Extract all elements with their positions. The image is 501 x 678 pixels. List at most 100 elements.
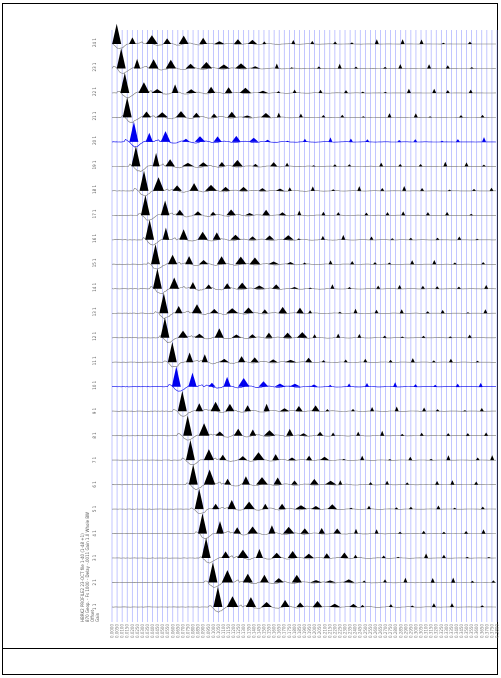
trace-noise-19 <box>347 164 352 167</box>
trace-noise-22 <box>468 89 473 93</box>
trace-lobe-2 <box>273 578 284 583</box>
trace-noise-22 <box>432 88 437 93</box>
trace-lobe-2 <box>342 579 355 583</box>
trace-noise-5 <box>452 507 457 510</box>
trace-noise-5 <box>408 506 413 510</box>
trace-noise-4 <box>481 529 486 534</box>
channel-label: 8 1 <box>92 432 97 439</box>
trace-noise-14 <box>330 284 335 289</box>
trace-lobe-6 <box>188 464 198 485</box>
trace-lobe-18 <box>189 183 199 191</box>
trace-lobe-17 <box>160 200 170 216</box>
trace-noise-22 <box>383 91 388 93</box>
trace-lobe-18 <box>221 186 231 191</box>
trace-noise-9 <box>422 407 427 412</box>
channel-label: 2 1 <box>92 579 97 586</box>
trace-lobe-6 <box>224 478 231 485</box>
trace-noise-18 <box>331 189 336 191</box>
trace-noise-10 <box>413 384 418 387</box>
trace-noise-13 <box>353 308 358 314</box>
time-tick-label: 0.1100 <box>221 624 226 638</box>
trace-noise-18 <box>310 186 315 191</box>
trace-lobe-4 <box>318 528 325 534</box>
trace-noise-10 <box>393 382 398 387</box>
trace-lobe-4 <box>247 526 258 534</box>
trace-lobe-11 <box>305 357 313 363</box>
channel-label: 5 1 <box>92 505 97 512</box>
trace-lobe-14 <box>290 287 299 289</box>
trace-lobe-20 <box>145 132 153 142</box>
trace-noise-3 <box>465 556 470 558</box>
trace-noise-6 <box>474 481 479 485</box>
trace-noise-18 <box>287 187 292 191</box>
trace-lobe-21 <box>156 112 168 118</box>
trace-lobe-23 <box>116 48 126 69</box>
time-tick-label: 0.0250 <box>135 624 140 638</box>
trace-noise-20 <box>285 140 290 142</box>
trace-noise-16 <box>320 235 325 240</box>
trace-noise-24 <box>262 41 267 44</box>
trace-noise-8 <box>465 433 470 436</box>
trace-noise-20 <box>455 139 460 142</box>
trace-lobe-15 <box>249 257 261 265</box>
trace-lobe-22 <box>138 82 150 93</box>
time-tick-label: 0.1300 <box>241 624 246 638</box>
trace-noise-9 <box>435 409 440 412</box>
trace-noise-24 <box>400 39 405 44</box>
channel-label: 4 1 <box>92 530 97 537</box>
time-tick-label: 0.2900 <box>403 624 408 638</box>
time-tick-label: 0.1600 <box>272 624 277 638</box>
time-tick-label: 0.0200 <box>130 624 135 638</box>
time-tick-label: 0.1950 <box>307 624 312 638</box>
trace-noise-1 <box>388 604 393 607</box>
trace-noise-8 <box>446 433 451 436</box>
trace-lobe-13 <box>243 307 254 314</box>
trace-noise-19 <box>481 164 486 167</box>
trace-lobe-22 <box>239 87 252 93</box>
trace-noise-6 <box>338 480 343 485</box>
trace-lobe-21 <box>227 111 237 118</box>
record-description-line: HBRK2 PROFILE2 23-OCT file 1-40 (1-48 +1… <box>80 533 85 622</box>
trace-wiggle-9 <box>111 408 496 417</box>
trace-lobe-15 <box>167 254 178 265</box>
trace-noise-12 <box>382 335 387 338</box>
trace-noise-7 <box>429 458 434 461</box>
channel-labels: 24 1 23 1 22 1 21 1 20 1 19 1 18 1 17 1 16 1 15 1… <box>92 38 97 610</box>
trace-noise-1 <box>480 605 485 607</box>
time-tick-label: 0.2350 <box>348 624 353 638</box>
trace-lobe-5 <box>295 505 307 510</box>
trace-noise-20 <box>328 137 333 142</box>
trace-noise-5 <box>349 507 354 510</box>
time-axis-ticks: 0.0000 0.0050 0.0100 0.0150 0.0200 0.0250 0.03… <box>110 624 500 638</box>
trace-lobe-19 <box>165 159 175 167</box>
time-tick-label: 0.3400 <box>454 624 459 638</box>
trace-noise-12 <box>448 336 453 338</box>
trace-wiggle-22 <box>111 90 496 99</box>
trace-noise-22 <box>360 91 365 93</box>
trace-noise-15 <box>452 262 457 265</box>
trace-lobe-11 <box>238 356 246 363</box>
time-tick-label: 0.3200 <box>434 624 439 638</box>
trace-lobe-18 <box>258 188 267 191</box>
trace-lobe-1 <box>245 597 256 607</box>
trace-lobe-14 <box>169 277 179 289</box>
trace-lobe-18 <box>172 185 182 191</box>
trace-lobe-16 <box>248 236 257 240</box>
trace-lobe-1 <box>226 596 239 607</box>
seismic-record-plot: 24 1 23 1 22 1 21 1 20 1 19 1 18 1 17 1 16 1 15 1… <box>80 23 500 638</box>
time-tick-label: 0.3000 <box>413 624 418 638</box>
trace-noise-4 <box>398 531 402 534</box>
trace-noise-12 <box>467 334 472 338</box>
time-tick-label: 0.1150 <box>226 624 231 638</box>
trace-noise-15 <box>410 260 415 265</box>
trace-lobe-1 <box>213 586 223 607</box>
trace-lobe-9 <box>279 408 290 412</box>
trace-noise-14 <box>420 285 425 289</box>
trace-noise-14 <box>484 285 489 289</box>
trace-lobe-11 <box>201 354 208 363</box>
time-tick-label: 0.3450 <box>459 624 464 638</box>
trace-lobe-12 <box>248 334 257 338</box>
time-tick-label: 0.0950 <box>206 624 211 638</box>
trace-lobe-5 <box>327 504 337 510</box>
trace-lobe-20 <box>231 135 241 142</box>
